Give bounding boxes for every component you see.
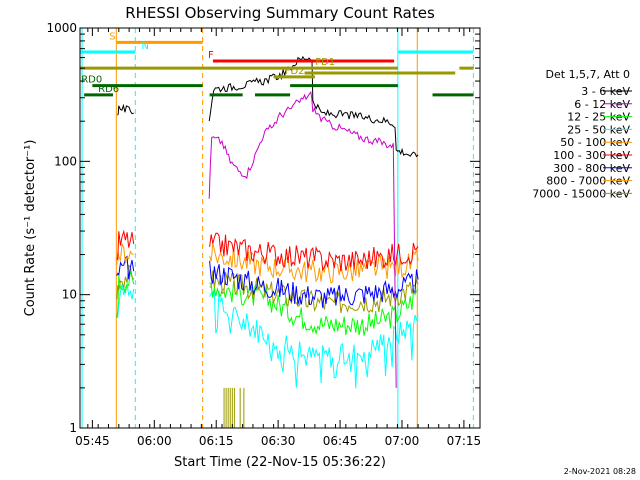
series-line (116, 229, 135, 261)
x-tick-label: 06:45 (323, 434, 358, 448)
legend-label: 800 - 7000 keV (546, 175, 630, 188)
x-axis: 05:45 06:00 06:15 06:30 06:45 07:00 07:15 (75, 28, 481, 448)
legend-label: 12 - 25 keV (567, 111, 630, 124)
legend-label: 300 - 800 keV (553, 162, 630, 175)
vertical-markers (81, 28, 474, 428)
legend-label: 6 - 12 keV (574, 98, 630, 111)
x-tick-label: 07:00 (385, 434, 420, 448)
legend-title: Det 1,5,7, Att 0 (546, 68, 630, 81)
x-tick-label: 06:15 (199, 434, 234, 448)
legend-label: 7000 - 15000 keV (532, 187, 630, 200)
flag-label: N (142, 41, 149, 52)
series-line (209, 242, 419, 284)
data-series (116, 55, 419, 389)
flag-label: RD6 (98, 84, 119, 95)
chart-title: RHESSI Observing Summary Count Rates (125, 4, 435, 22)
x-axis-label: Start Time (22-Nov-15 05:36:22) (174, 455, 386, 470)
flag-label: FD1 (315, 57, 335, 68)
series-line (116, 271, 135, 318)
series-line (209, 260, 419, 308)
series-line (209, 232, 419, 272)
timestamp-label: 2-Nov-2021 08:28 (564, 467, 636, 476)
series-line (209, 280, 419, 336)
flag-label: FD2 (285, 66, 305, 77)
flag-label: F (208, 50, 214, 61)
x-tick-label: 06:00 (137, 434, 172, 448)
x-tick-label: 05:45 (75, 434, 110, 448)
legend-label: 100 - 300 keV (553, 149, 630, 162)
plot-frame (79, 27, 481, 429)
spike-marks (223, 387, 245, 428)
series-line (116, 255, 135, 280)
y-tick-label: 100 (54, 154, 77, 168)
series-line (209, 289, 419, 389)
y-tick-label: 1000 (46, 21, 77, 35)
x-tick-label: 07:15 (447, 434, 482, 448)
flag-label: RD0 (81, 75, 102, 86)
series-line (116, 243, 134, 266)
series-line (208, 91, 397, 388)
flag-label: S (109, 31, 115, 42)
y-axis-label: Count Rate (s⁻¹ detector⁻¹) (23, 140, 38, 317)
y-axis: 1 10 100 1000 (46, 21, 480, 435)
series-line (208, 55, 419, 158)
y-tick-label: 1 (69, 421, 77, 435)
legend-label: 25 - 50 keV (567, 123, 630, 136)
series-line (117, 103, 134, 116)
y-tick-label: 10 (62, 288, 77, 302)
x-tick-label: 06:30 (261, 434, 296, 448)
legend-label: 50 - 100 keV (560, 136, 630, 149)
